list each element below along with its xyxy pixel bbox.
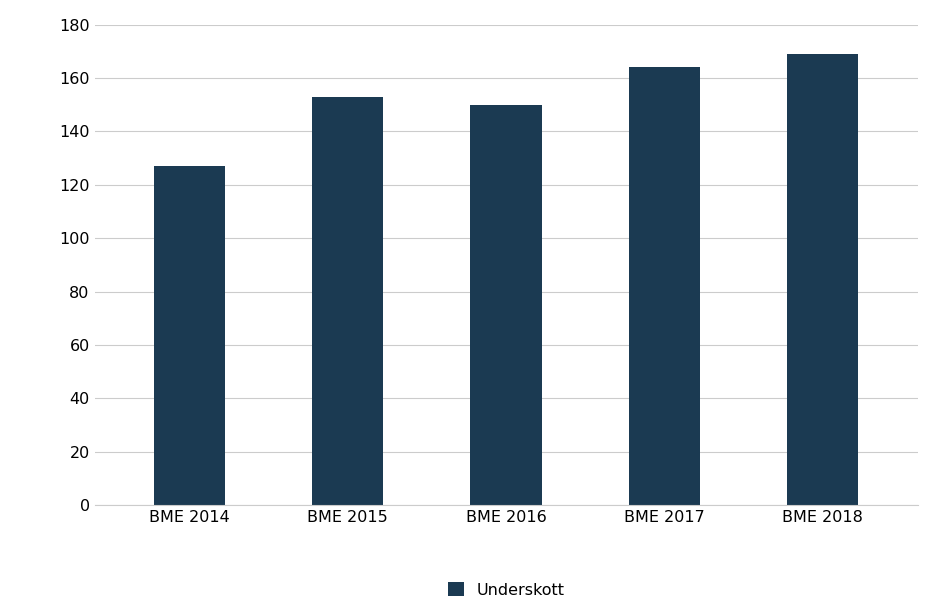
Bar bbox=[629, 67, 700, 505]
Legend: Underskott: Underskott bbox=[442, 575, 570, 604]
Bar bbox=[470, 105, 542, 505]
Bar bbox=[154, 166, 225, 505]
Bar bbox=[312, 97, 383, 505]
Bar bbox=[787, 54, 858, 505]
